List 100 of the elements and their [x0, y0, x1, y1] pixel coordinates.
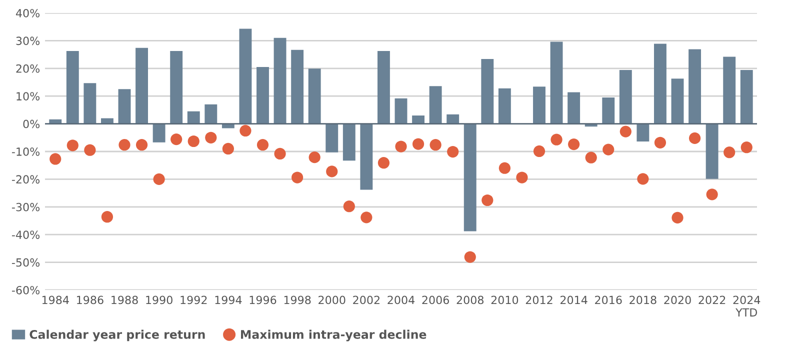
x-tick-label: 1986 — [77, 296, 104, 304]
x-tick-label: 2024 YTD — [733, 296, 760, 316]
point — [256, 139, 269, 151]
point — [153, 173, 165, 186]
point — [568, 138, 580, 150]
bar — [152, 124, 166, 142]
x-tick-label: 2012 — [526, 296, 552, 304]
x-tick-label: 2008 — [456, 296, 484, 304]
x-tick-label: 2018 — [630, 296, 656, 304]
point — [188, 135, 200, 148]
point — [118, 139, 130, 151]
x-tick-label: 2002 — [353, 296, 380, 304]
bar — [118, 89, 131, 124]
bar — [256, 67, 269, 124]
point — [654, 136, 666, 148]
bar — [170, 50, 183, 124]
bar — [740, 70, 753, 124]
bar — [412, 115, 425, 124]
point — [274, 148, 286, 160]
bar — [464, 124, 476, 232]
x-tick-label: 1988 — [112, 296, 138, 304]
point — [447, 146, 459, 158]
point — [706, 188, 718, 200]
point — [533, 145, 546, 158]
bar — [326, 124, 338, 152]
x-tick-label: 1992 — [180, 296, 207, 304]
bar — [688, 49, 702, 124]
x-tick-label: 1996 — [250, 296, 276, 304]
point — [688, 132, 701, 144]
point — [326, 166, 338, 178]
point — [430, 139, 442, 151]
point — [482, 194, 494, 206]
x-tick-label: 2016 — [595, 296, 622, 304]
x-tick-label: 2004 — [388, 296, 415, 304]
y-tick-label: 40% — [16, 8, 40, 18]
y-tick-label: 30% — [16, 36, 40, 46]
bar — [446, 114, 460, 124]
point — [240, 124, 252, 137]
bar — [533, 86, 546, 124]
y-tick-label: -20% — [12, 175, 40, 184]
x-tick-label: 1998 — [284, 296, 311, 304]
point — [292, 172, 304, 184]
bar — [550, 42, 563, 124]
bar — [671, 78, 684, 124]
x-tick-label: 2014 — [560, 296, 588, 304]
bar — [360, 124, 373, 190]
point — [516, 172, 528, 184]
point — [498, 162, 510, 174]
point — [464, 251, 476, 263]
bar — [636, 124, 650, 142]
point — [637, 173, 649, 185]
bar — [291, 50, 304, 124]
y-tick-label: 20% — [16, 64, 40, 73]
bar — [429, 86, 442, 124]
bar — [602, 97, 615, 124]
legend-label: Maximum intra-year decline — [241, 330, 426, 342]
point — [724, 146, 736, 158]
x-tick-label: 2010 — [491, 296, 518, 304]
bar — [568, 92, 580, 124]
point — [620, 126, 632, 138]
point — [66, 140, 78, 152]
point — [360, 212, 372, 224]
bar — [654, 44, 666, 124]
point — [136, 139, 148, 151]
bar — [706, 124, 718, 179]
point — [101, 211, 114, 223]
y-tick-label: -50% — [12, 258, 40, 267]
y-tick-label: -40% — [12, 230, 40, 239]
point — [84, 144, 96, 156]
bar — [66, 50, 79, 124]
x-tick-label: 2006 — [422, 296, 449, 304]
x-tick-label: 2022 — [698, 296, 726, 304]
bar — [204, 104, 218, 124]
legend-label: Calendar year price return — [30, 330, 205, 342]
y-tick-label: -10% — [12, 147, 40, 156]
point — [602, 144, 614, 156]
y-tick-label: 10% — [16, 92, 40, 100]
point — [308, 152, 320, 164]
point — [222, 142, 234, 155]
point — [205, 132, 217, 144]
x-tick-label: 2000 — [318, 296, 346, 304]
bar — [274, 38, 286, 124]
point — [550, 134, 562, 146]
point — [50, 153, 62, 165]
bar — [481, 58, 494, 124]
point — [585, 152, 597, 164]
point — [343, 200, 355, 212]
point — [170, 134, 182, 146]
bar — [308, 68, 321, 124]
point — [395, 140, 407, 152]
y-tick-label: -60% — [12, 286, 40, 294]
y-tick-label: 0% — [23, 120, 40, 128]
bar — [394, 98, 408, 124]
bar — [723, 56, 736, 124]
point — [412, 138, 424, 150]
bar — [377, 50, 390, 124]
bar — [136, 48, 148, 124]
x-tick-label: 1990 — [146, 296, 172, 304]
bar — [84, 83, 96, 124]
x-tick-label: 1984 — [42, 296, 69, 304]
